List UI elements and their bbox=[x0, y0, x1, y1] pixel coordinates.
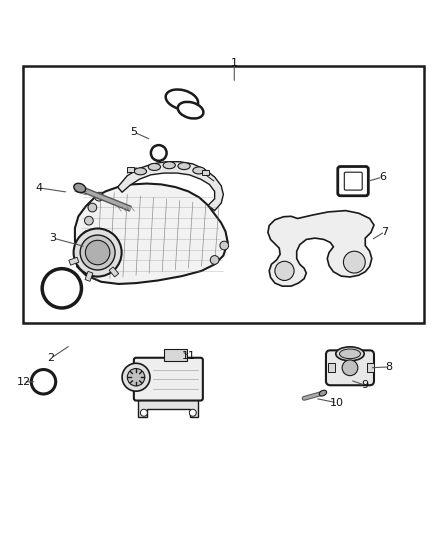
Polygon shape bbox=[268, 211, 374, 286]
FancyBboxPatch shape bbox=[134, 358, 203, 400]
Circle shape bbox=[88, 203, 97, 212]
Text: 9: 9 bbox=[362, 380, 369, 390]
Bar bbox=[328, 364, 335, 372]
Bar bbox=[109, 267, 119, 277]
Text: 6: 6 bbox=[379, 172, 386, 182]
Ellipse shape bbox=[319, 390, 327, 396]
Bar bbox=[85, 271, 93, 281]
Bar bbox=[22, 66, 424, 323]
Ellipse shape bbox=[74, 183, 86, 192]
Ellipse shape bbox=[166, 90, 198, 110]
Text: 2: 2 bbox=[47, 353, 54, 363]
Circle shape bbox=[85, 240, 110, 265]
Circle shape bbox=[210, 256, 219, 264]
Circle shape bbox=[343, 251, 365, 273]
Text: 10: 10 bbox=[330, 398, 344, 408]
FancyBboxPatch shape bbox=[338, 166, 368, 196]
Circle shape bbox=[95, 192, 103, 201]
Circle shape bbox=[122, 364, 150, 391]
Circle shape bbox=[151, 145, 166, 161]
Ellipse shape bbox=[163, 161, 175, 169]
Ellipse shape bbox=[339, 349, 360, 359]
Circle shape bbox=[220, 241, 229, 250]
Circle shape bbox=[80, 235, 115, 270]
Text: 4: 4 bbox=[35, 183, 42, 193]
Text: 8: 8 bbox=[386, 362, 393, 372]
Circle shape bbox=[275, 261, 294, 280]
Circle shape bbox=[189, 409, 196, 416]
Text: 1: 1 bbox=[231, 59, 238, 68]
Polygon shape bbox=[118, 161, 223, 211]
Circle shape bbox=[84, 260, 92, 269]
Circle shape bbox=[83, 231, 92, 239]
Text: 3: 3 bbox=[49, 233, 57, 243]
Ellipse shape bbox=[336, 347, 364, 361]
Text: 11: 11 bbox=[182, 351, 196, 361]
FancyBboxPatch shape bbox=[164, 350, 187, 361]
Ellipse shape bbox=[148, 164, 160, 171]
Ellipse shape bbox=[178, 163, 190, 169]
Ellipse shape bbox=[134, 168, 147, 175]
Circle shape bbox=[81, 245, 90, 253]
Circle shape bbox=[127, 368, 145, 386]
Bar bbox=[127, 167, 134, 172]
Ellipse shape bbox=[193, 167, 205, 174]
Circle shape bbox=[85, 216, 93, 225]
FancyBboxPatch shape bbox=[344, 172, 362, 190]
Bar bbox=[367, 364, 374, 372]
Bar bbox=[69, 257, 79, 265]
Polygon shape bbox=[138, 398, 198, 417]
Ellipse shape bbox=[178, 102, 203, 118]
Bar bbox=[201, 170, 208, 175]
Circle shape bbox=[342, 360, 358, 376]
Circle shape bbox=[141, 409, 148, 416]
Text: 5: 5 bbox=[131, 127, 138, 137]
Circle shape bbox=[42, 269, 81, 308]
Text: 7: 7 bbox=[381, 227, 389, 237]
Polygon shape bbox=[75, 183, 228, 284]
Text: 12: 12 bbox=[16, 377, 31, 387]
Circle shape bbox=[31, 369, 56, 394]
Circle shape bbox=[74, 229, 122, 277]
FancyBboxPatch shape bbox=[326, 350, 374, 385]
